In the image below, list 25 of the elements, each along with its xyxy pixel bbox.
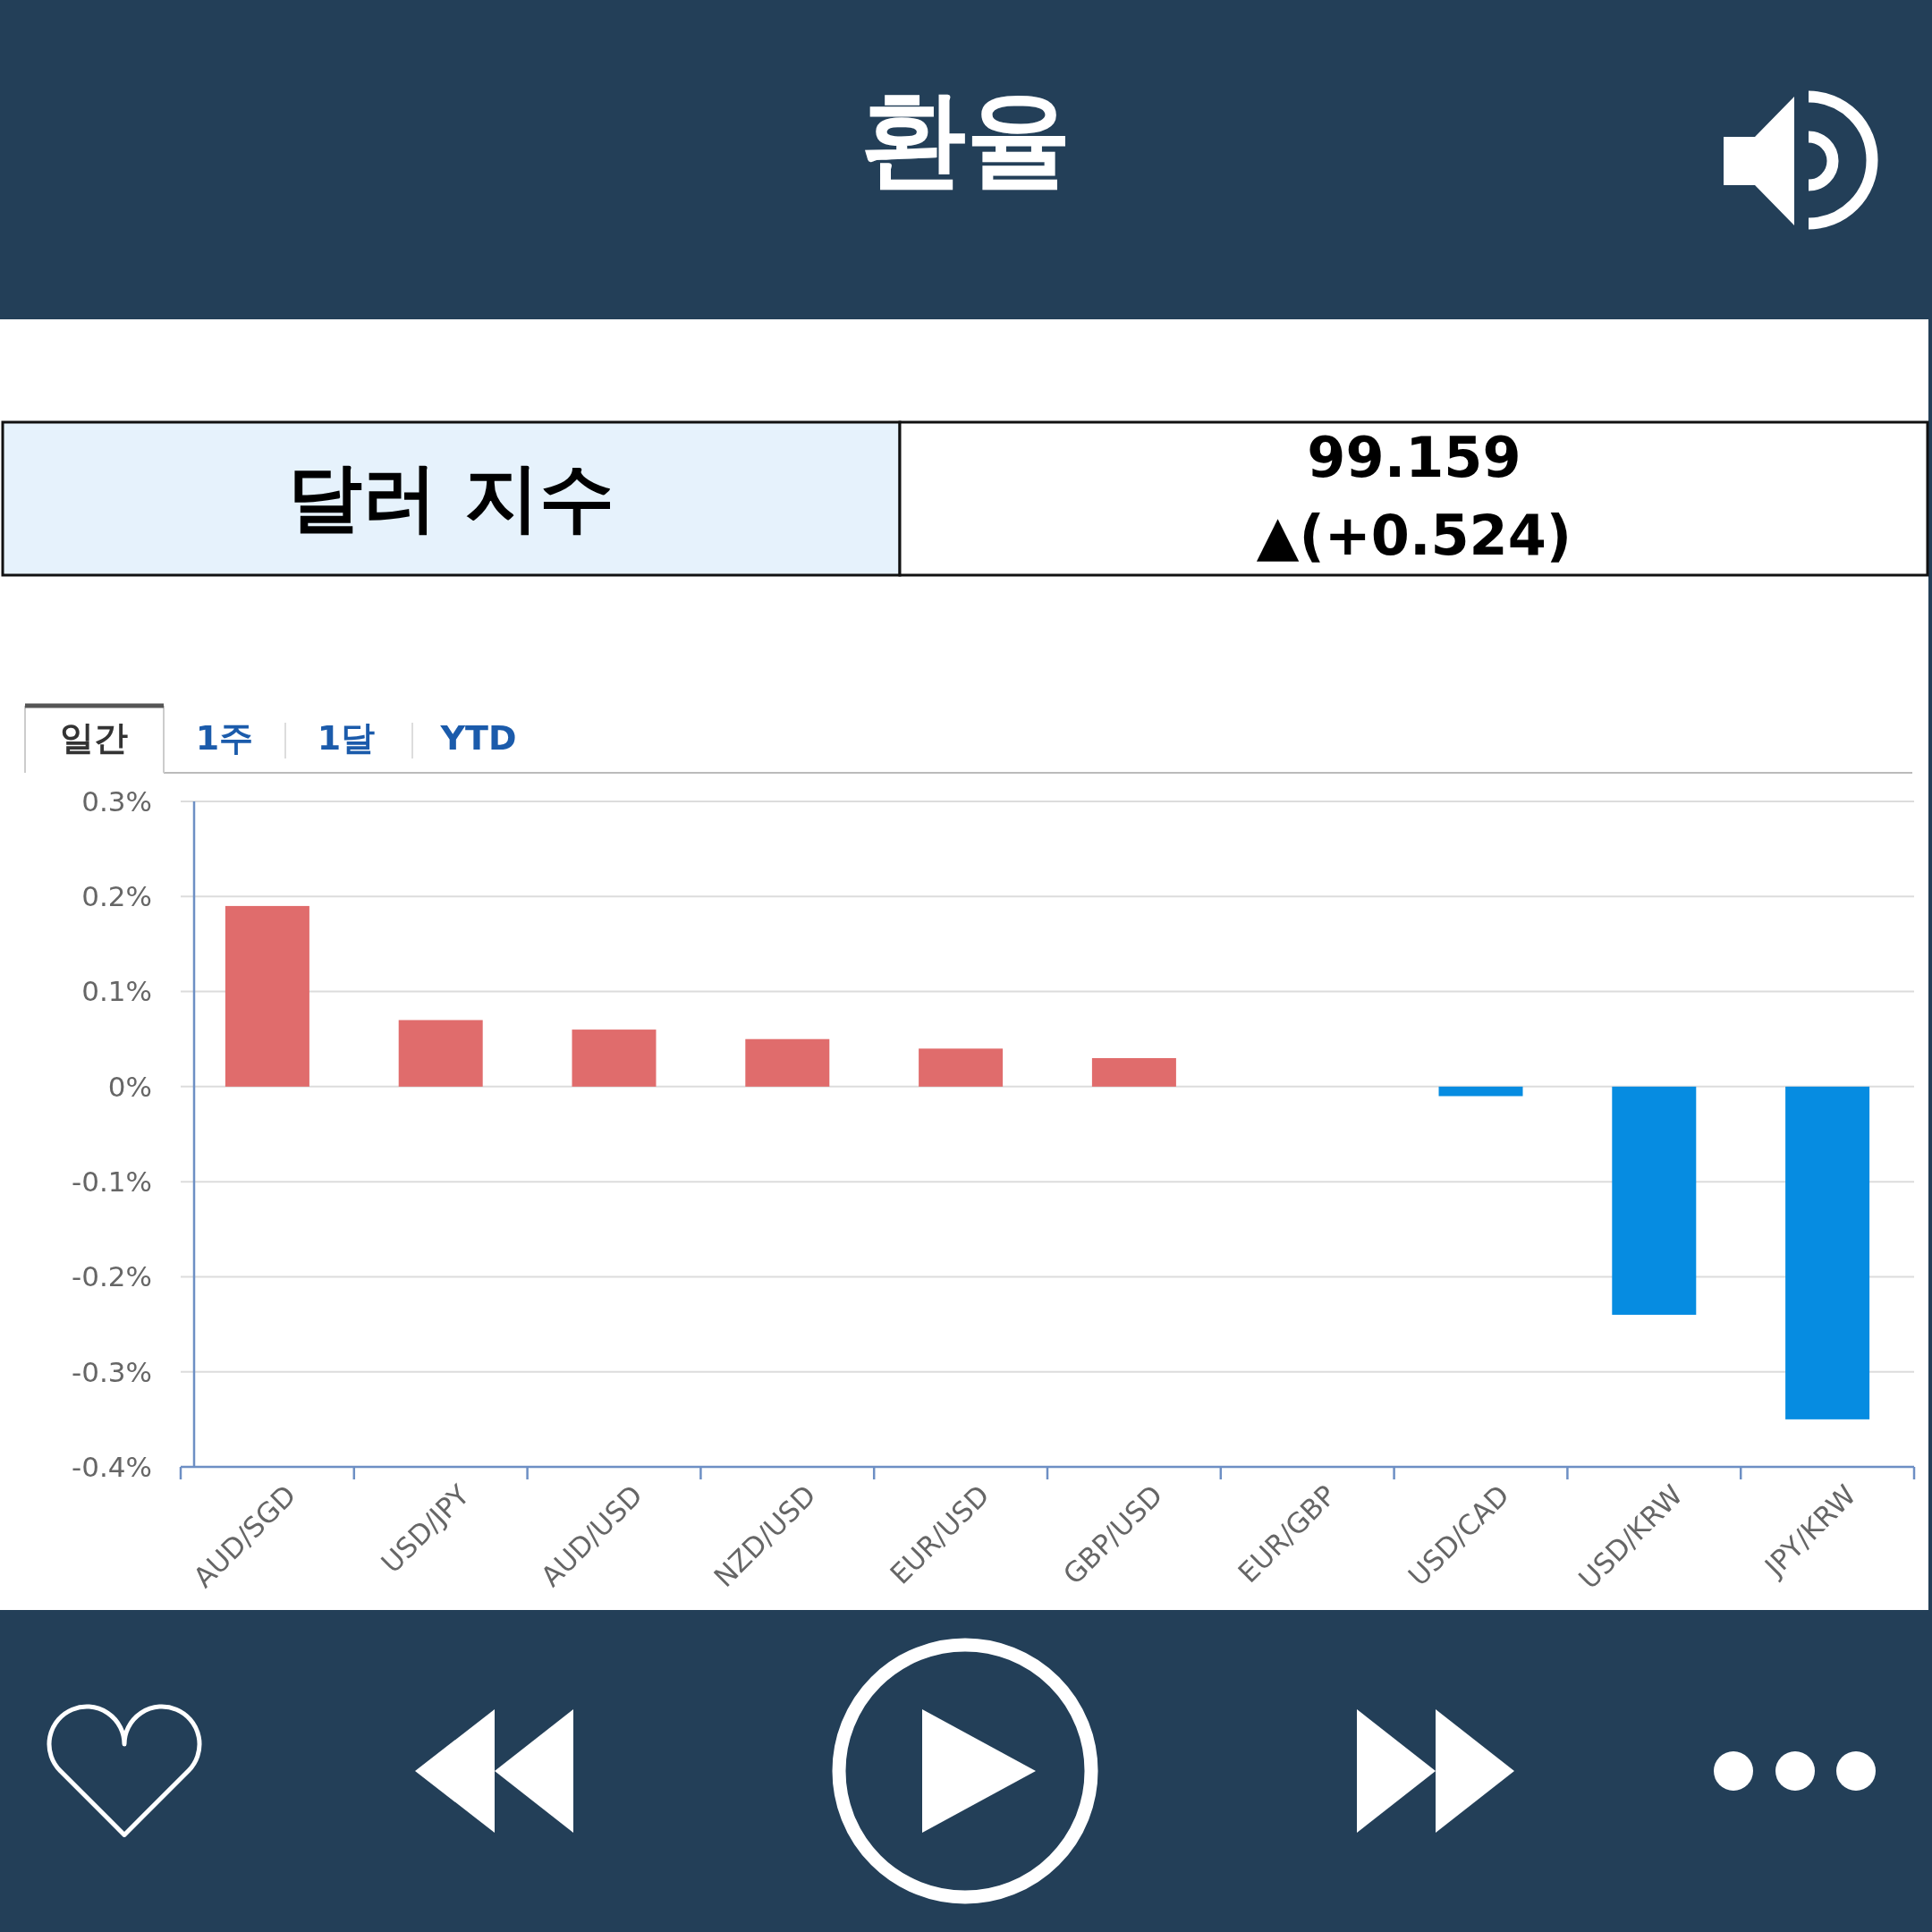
y-tick-label: -0.2% <box>72 1260 152 1293</box>
y-tick-label: 0.1% <box>81 975 152 1008</box>
text: 99.159 <box>1307 425 1521 490</box>
y-tick-label: -0.3% <box>72 1355 152 1388</box>
text: 1주 <box>195 718 254 758</box>
bar <box>572 1030 657 1087</box>
y-tick-label: 0.3% <box>81 784 152 818</box>
text: YTD <box>439 718 517 758</box>
bar <box>919 1048 1004 1087</box>
text: 1달 <box>317 718 376 758</box>
text: ▲(+0.524) <box>1256 503 1572 568</box>
bar <box>1785 1086 1870 1419</box>
bar <box>1091 1057 1176 1087</box>
y-tick-label: -0.1% <box>72 1165 152 1198</box>
text: 일간 <box>60 718 128 758</box>
bar <box>225 905 309 1087</box>
text: 달러 지수 <box>287 453 614 541</box>
bar <box>745 1038 830 1087</box>
bar <box>1612 1086 1697 1315</box>
bar <box>1438 1086 1523 1097</box>
y-tick-label: 0.2% <box>81 880 152 913</box>
y-tick-label: -0.4% <box>72 1450 152 1483</box>
bar <box>398 1020 483 1087</box>
y-tick-label: 0% <box>107 1070 152 1103</box>
chart-title: 환율 <box>860 77 1072 200</box>
